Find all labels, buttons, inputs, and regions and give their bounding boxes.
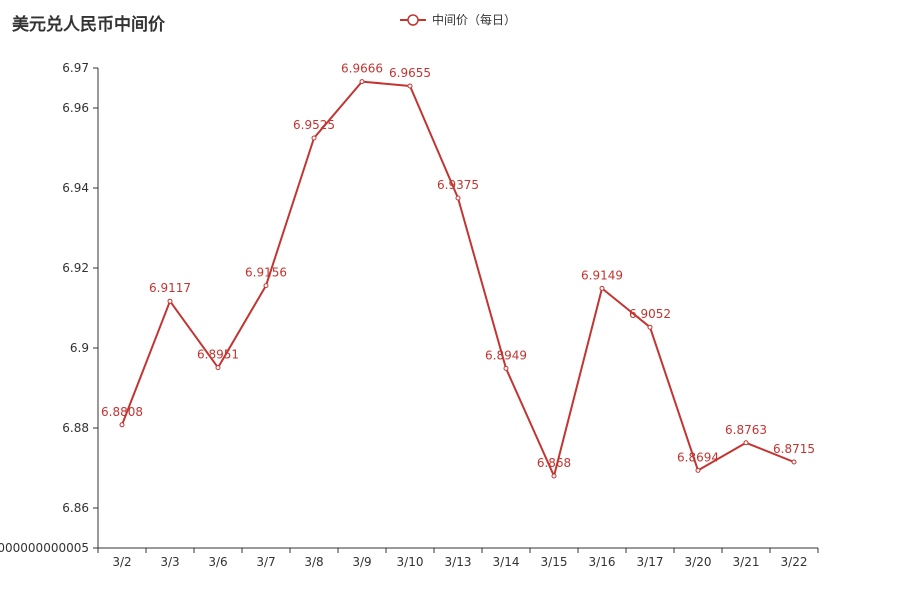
data-point bbox=[455, 195, 461, 201]
x-tick-label: 3/17 bbox=[637, 555, 664, 569]
data-label: 6.8949 bbox=[485, 348, 527, 362]
data-point bbox=[551, 473, 557, 479]
data-point bbox=[215, 365, 221, 371]
data-label: 6.9666 bbox=[341, 62, 383, 76]
x-tick-label: 3/7 bbox=[256, 555, 275, 569]
legend-line-marker-icon bbox=[400, 13, 426, 26]
chart-title: 美元兑人民币中间价 bbox=[12, 15, 165, 35]
data-point bbox=[599, 285, 605, 291]
x-tick-label: 3/6 bbox=[208, 555, 227, 569]
y-tick-label: 6.94 bbox=[62, 181, 89, 195]
x-tick-label: 3/10 bbox=[397, 555, 424, 569]
data-label: 6.868 bbox=[537, 456, 571, 470]
y-tick-label: 6.96 bbox=[62, 101, 89, 115]
data-point bbox=[407, 83, 413, 89]
data-label: 6.8694 bbox=[677, 450, 719, 464]
data-label: 6.9156 bbox=[245, 266, 287, 280]
x-tick-label: 3/16 bbox=[589, 555, 616, 569]
data-point bbox=[119, 422, 125, 428]
x-tick-label: 3/14 bbox=[493, 555, 520, 569]
legend[interactable]: 中间价（每日） bbox=[400, 11, 516, 28]
y-tick-label: 6.88 bbox=[62, 421, 89, 435]
data-label: 6.8763 bbox=[725, 423, 767, 437]
data-point bbox=[503, 365, 509, 371]
data-point bbox=[263, 283, 269, 289]
data-label: 6.9525 bbox=[293, 118, 335, 132]
y-tick-label: 6.86 bbox=[62, 501, 89, 515]
data-point bbox=[167, 298, 173, 304]
data-label: 6.8951 bbox=[197, 348, 239, 362]
y-tick-label-min: 6.8500000000000005 bbox=[0, 541, 89, 555]
series-line bbox=[121, 80, 795, 477]
data-label: 6.9375 bbox=[437, 178, 479, 192]
data-label: 6.8715 bbox=[773, 442, 815, 456]
y-tick-label: 6.97 bbox=[62, 61, 89, 75]
x-tick-label: 3/21 bbox=[733, 555, 760, 569]
x-tick-label: 3/13 bbox=[445, 555, 472, 569]
data-point bbox=[743, 440, 749, 446]
x-tick-label: 3/8 bbox=[304, 555, 323, 569]
y-tick-label: 6.9 bbox=[70, 341, 89, 355]
data-label: 6.9052 bbox=[629, 307, 671, 321]
data-label: 6.8808 bbox=[101, 405, 143, 419]
x-tick-label: 3/15 bbox=[541, 555, 568, 569]
data-point bbox=[359, 79, 365, 85]
x-tick-label: 3/3 bbox=[160, 555, 179, 569]
data-label: 6.9655 bbox=[389, 66, 431, 80]
data-point bbox=[647, 324, 653, 330]
y-tick-label: 6.92 bbox=[62, 261, 89, 275]
data-label: 6.9117 bbox=[149, 281, 191, 295]
x-tick-label: 3/22 bbox=[781, 555, 808, 569]
legend-label: 中间价（每日） bbox=[432, 13, 517, 27]
data-label: 6.9149 bbox=[581, 268, 623, 282]
x-tick-label: 3/9 bbox=[352, 555, 371, 569]
x-tick-label: 3/2 bbox=[112, 555, 131, 569]
data-point bbox=[311, 135, 317, 141]
x-tick-label: 3/20 bbox=[685, 555, 712, 569]
data-point bbox=[791, 459, 797, 465]
data-point bbox=[695, 467, 701, 473]
